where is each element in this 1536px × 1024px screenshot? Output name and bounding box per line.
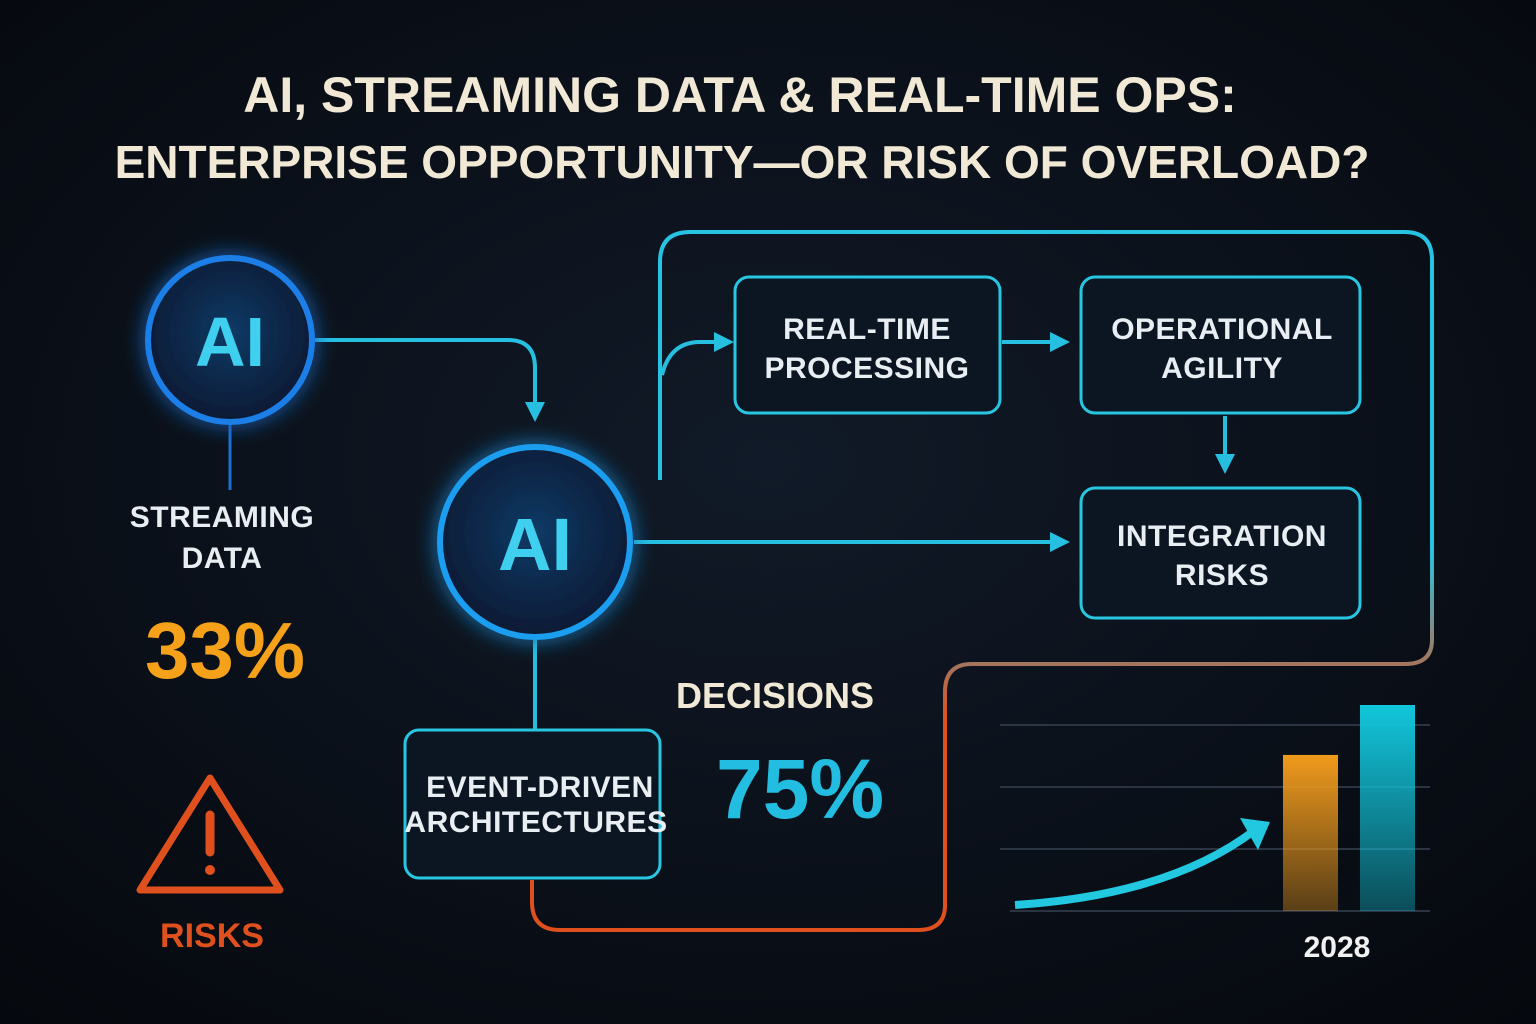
- arrow: [660, 332, 734, 376]
- stat-label: STREAMING: [130, 501, 315, 534]
- box-label: INTEGRATION: [1117, 520, 1327, 553]
- bar-chart: 2028: [1283, 705, 1415, 964]
- connector: [315, 338, 545, 422]
- title-line-2: ENTERPRISE OPPORTUNITY—OR RISK OF OVERLO…: [115, 136, 1370, 188]
- ai-node: [145, 255, 315, 425]
- trend-arrow: [1240, 818, 1270, 850]
- ai-node: [437, 444, 633, 640]
- stat-value: 75%: [716, 742, 884, 836]
- box: [1079, 275, 1362, 415]
- stat-value: 33%: [145, 606, 305, 695]
- title-line-1: AI, STREAMING DATA & REAL-TIME OPS:: [243, 67, 1236, 123]
- risk-label: RISKS: [160, 917, 264, 955]
- x-tick-label: 2028: [1304, 931, 1371, 964]
- box-label: EVENT-DRIVEN: [426, 771, 654, 804]
- warning-icon: [136, 774, 284, 894]
- stat-label: DECISIONS: [676, 675, 874, 716]
- ai-circle: [437, 444, 633, 640]
- chart-grid: [1000, 724, 1430, 912]
- ai-label: AI: [195, 303, 265, 381]
- box-label: ARCHITECTURES: [404, 806, 667, 839]
- bar: [1283, 754, 1338, 911]
- box-label: RISKS: [1175, 559, 1269, 592]
- box: [733, 275, 1002, 415]
- box: [1079, 486, 1362, 620]
- process-loop: [530, 230, 1434, 932]
- box-label: AGILITY: [1161, 352, 1283, 385]
- ai-circle: [145, 255, 315, 425]
- box-label: REAL-TIME: [783, 313, 951, 346]
- warning-icon: [205, 865, 215, 875]
- box-label: OPERATIONAL: [1111, 313, 1333, 346]
- bar: [1360, 705, 1415, 911]
- box: [403, 728, 662, 880]
- box-label: PROCESSING: [764, 352, 969, 385]
- ai-label: AI: [498, 503, 572, 586]
- stat-label: DATA: [182, 542, 263, 575]
- trend-arrow: [1014, 826, 1258, 909]
